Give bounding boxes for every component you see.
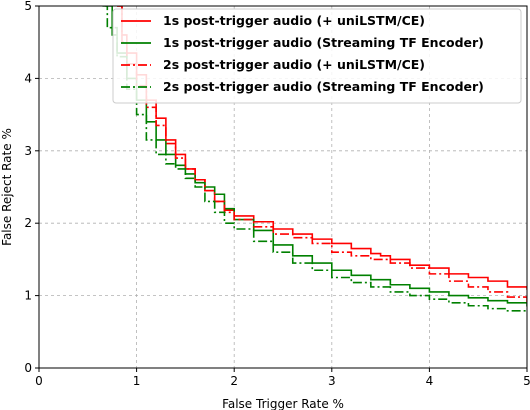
series-group [102, 6, 527, 313]
x-axis-label: False Trigger Rate % [222, 397, 344, 410]
series-line-2 [105, 6, 527, 307]
series-line-3 [117, 6, 527, 303]
plot-frame [38, 5, 528, 369]
y-tick-label: 4 [24, 71, 32, 85]
legend-box [112, 8, 522, 104]
legend-label-4: 2s post-trigger audio (Streaming TF Enco… [163, 79, 484, 94]
y-tick-label: 2 [24, 216, 32, 230]
x-tick-label: 1 [133, 374, 141, 388]
legend: 1s post-trigger audio (+ uniLSTM/CE) 1s p… [112, 8, 522, 104]
y-tick-label: 0 [24, 361, 32, 375]
x-tick-label: 5 [523, 374, 530, 388]
x-tick-label: 0 [35, 374, 43, 388]
x-tick-label: 4 [426, 374, 434, 388]
y-tick-label: 5 [24, 0, 32, 13]
ticks: 0 1 2 3 4 5 0 1 2 3 4 5 [24, 0, 530, 388]
x-tick-label: 2 [230, 374, 238, 388]
legend-label-3: 2s post-trigger audio (+ uniLSTM/CE) [163, 57, 425, 72]
y-tick-label: 3 [24, 144, 32, 158]
legend-label-1: 1s post-trigger audio (+ uniLSTM/CE) [163, 13, 425, 28]
series-line-4 [102, 6, 527, 313]
y-axis-label: False Reject Rate % [0, 128, 14, 246]
legend-label-2: 1s post-trigger audio (Streaming TF Enco… [163, 35, 484, 50]
y-tick-label: 1 [24, 289, 32, 303]
series-line-1 [117, 6, 527, 290]
x-tick-label: 3 [328, 374, 336, 388]
